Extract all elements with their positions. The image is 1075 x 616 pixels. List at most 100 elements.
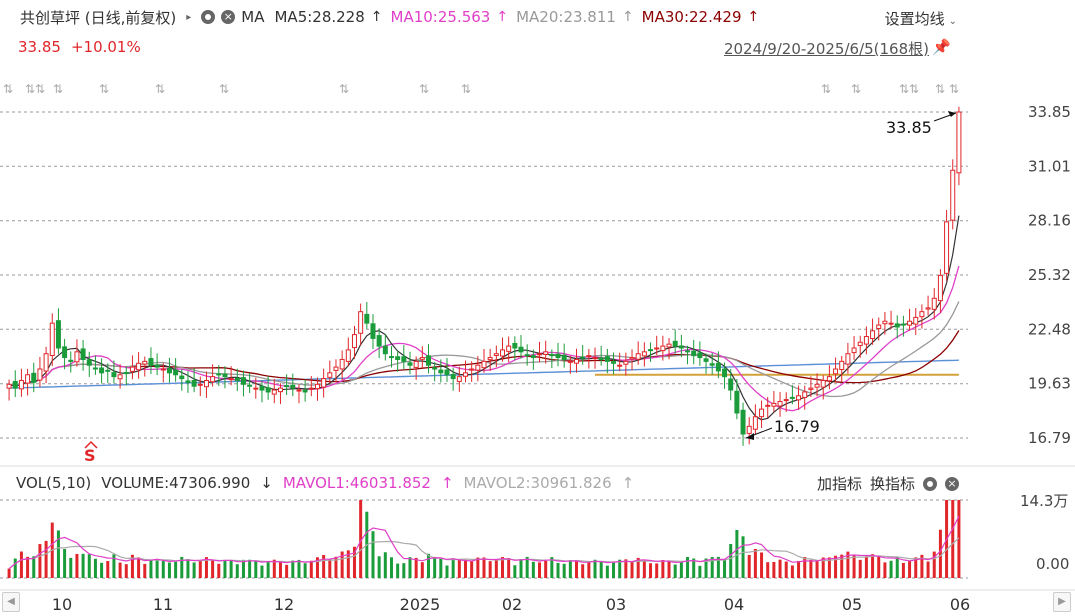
candle-body[interactable] (870, 330, 876, 340)
candle-body[interactable] (888, 322, 894, 325)
scroll-left-button[interactable]: ◀ (2, 592, 20, 612)
volume-bar[interactable] (673, 564, 677, 578)
volume-bar[interactable] (482, 557, 486, 578)
candle-body[interactable] (450, 373, 456, 380)
volume-bar[interactable] (137, 557, 141, 578)
candle-body[interactable] (635, 353, 641, 360)
candle-body[interactable] (641, 351, 647, 357)
candle-body[interactable] (826, 376, 832, 382)
candle-body[interactable] (302, 389, 308, 393)
candle-body[interactable] (611, 361, 617, 364)
volume-bar[interactable] (753, 548, 757, 578)
volume-bar[interactable] (908, 561, 912, 578)
volume-bar[interactable] (87, 554, 91, 578)
candle-body[interactable] (783, 399, 789, 402)
candle-body[interactable] (401, 356, 407, 362)
candle-body[interactable] (55, 320, 61, 349)
volume-bar[interactable] (679, 562, 683, 578)
volume-bar[interactable] (649, 563, 653, 578)
volume-bar[interactable] (790, 565, 794, 578)
volume-bar[interactable] (938, 529, 942, 578)
volume-bar[interactable] (883, 562, 887, 578)
candle-body[interactable] (203, 379, 209, 388)
volume-bar[interactable] (760, 552, 764, 578)
candle-body[interactable] (857, 341, 863, 347)
volume-bar[interactable] (877, 556, 881, 578)
volume-bar[interactable] (377, 556, 381, 578)
candle-body[interactable] (574, 358, 580, 364)
candle-body[interactable] (814, 383, 820, 388)
candle-body[interactable] (86, 359, 92, 366)
candle-body[interactable] (154, 364, 160, 368)
volume-bar[interactable] (476, 557, 480, 578)
candle-body[interactable] (166, 367, 172, 374)
candle-body[interactable] (715, 362, 721, 372)
volume-bar[interactable] (396, 563, 400, 578)
candle-body[interactable] (277, 387, 283, 393)
candle-body[interactable] (111, 372, 117, 378)
volume-bar[interactable] (297, 559, 301, 578)
candle-body[interactable] (913, 316, 919, 325)
candle-body[interactable] (31, 372, 37, 383)
volume-bar[interactable] (167, 562, 171, 578)
candle-body[interactable] (395, 356, 401, 360)
candle-body[interactable] (382, 345, 388, 355)
candle-body[interactable] (697, 352, 703, 359)
candle-body[interactable] (740, 409, 746, 435)
candle-body[interactable] (567, 360, 573, 363)
volume-bar[interactable] (716, 556, 720, 578)
candle-body[interactable] (296, 389, 302, 392)
volume-bar[interactable] (186, 559, 190, 578)
candle-body[interactable] (173, 369, 179, 376)
volume-bar[interactable] (457, 559, 461, 578)
volume-bar[interactable] (655, 563, 659, 578)
candle-body[interactable] (216, 373, 222, 376)
volume-bar[interactable] (389, 557, 393, 578)
candle-body[interactable] (160, 368, 166, 371)
volume-bar[interactable] (581, 564, 585, 578)
candle-body[interactable] (179, 375, 185, 380)
volume-bar[interactable] (315, 557, 319, 578)
volume-bar[interactable] (75, 553, 79, 578)
candle-body[interactable] (598, 357, 604, 360)
candlesticks[interactable] (6, 106, 962, 446)
candle-body[interactable] (518, 346, 524, 353)
volume-bar[interactable] (723, 558, 727, 578)
event-marker-icon[interactable]: ⇅ (419, 82, 429, 96)
volume-bar[interactable] (63, 548, 67, 578)
candle-body[interactable] (148, 358, 154, 366)
volume-bar[interactable] (359, 500, 363, 578)
candle-body[interactable] (284, 385, 290, 388)
event-marker-icon[interactable]: ⇅ (909, 82, 919, 96)
volume-bar[interactable] (871, 554, 875, 578)
close-icon[interactable]: × (945, 476, 959, 491)
event-markers[interactable]: ⇅ ⇅ ⇅ ⇅ ⇅ ⇅ ⇅ ⇅ ⇅ ⇅ ⇅ ⇅ ⇅ ⇅ ⇅ ⇅ (3, 82, 959, 96)
volume-bar[interactable] (642, 559, 646, 578)
volume-bar[interactable] (827, 557, 831, 578)
volume-bar[interactable] (926, 561, 930, 578)
candle-body[interactable] (882, 320, 888, 325)
volume-bar[interactable] (821, 557, 825, 578)
volume-bar[interactable] (408, 557, 412, 578)
candle-body[interactable] (919, 311, 925, 318)
candle-body[interactable] (462, 372, 468, 377)
volume-bar[interactable] (112, 554, 116, 578)
candle-body[interactable] (265, 387, 271, 393)
candle-body[interactable] (376, 335, 382, 347)
candle-body[interactable] (407, 362, 413, 366)
volume-bar[interactable] (630, 562, 634, 578)
candle-body[interactable] (117, 374, 123, 380)
volume-bar[interactable] (174, 561, 178, 578)
volume-bar[interactable] (433, 556, 437, 578)
volume-bar[interactable] (439, 558, 443, 578)
candle-body[interactable] (937, 274, 943, 302)
candle-body[interactable] (672, 340, 678, 347)
candle-body[interactable] (92, 367, 98, 370)
volume-bar[interactable] (766, 562, 770, 578)
candle-body[interactable] (413, 360, 419, 368)
candle-body[interactable] (894, 323, 900, 328)
candle-body[interactable] (512, 342, 518, 349)
volume-bar[interactable] (248, 559, 252, 578)
volume-bar[interactable] (951, 500, 955, 578)
event-marker-icon[interactable]: ⇅ (25, 82, 35, 96)
